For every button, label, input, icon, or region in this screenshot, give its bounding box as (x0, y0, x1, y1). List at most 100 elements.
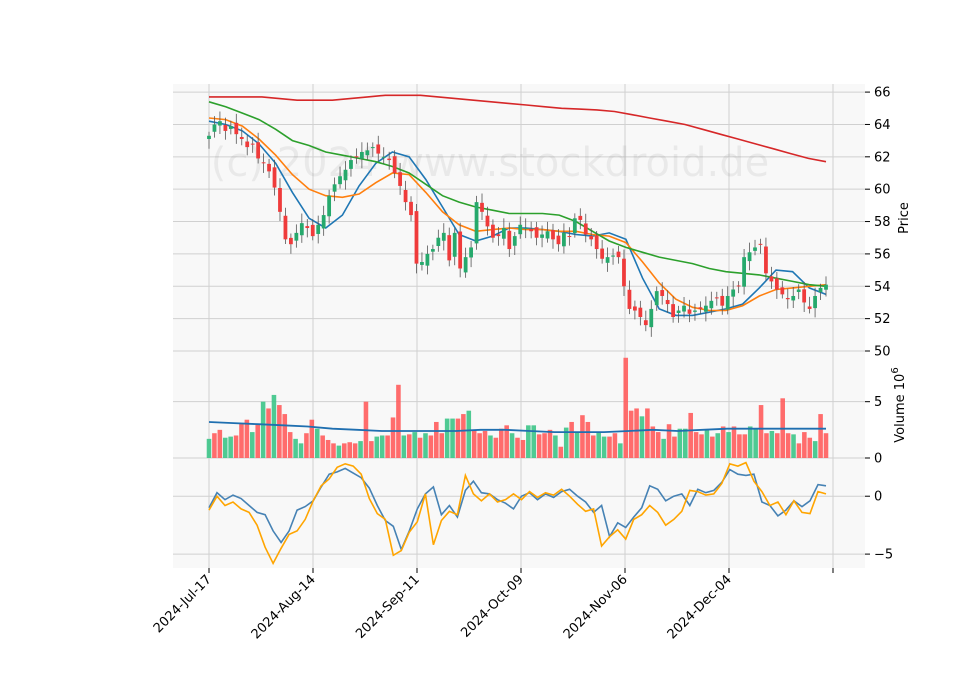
candle-body (676, 310, 681, 313)
volume-bar (715, 433, 721, 458)
candle-body (703, 305, 708, 312)
x-tick-label: 2024-Nov-06 (561, 572, 631, 642)
volume-bar (352, 443, 358, 458)
candle-body (545, 231, 550, 239)
volume-bar (607, 436, 612, 458)
volume-bar (747, 426, 753, 458)
volume-bar (807, 437, 813, 458)
volume-bar (390, 417, 396, 458)
volume-bar (401, 435, 407, 458)
volume-bar (255, 424, 260, 458)
volume-bar (823, 433, 829, 458)
candle-body (627, 289, 632, 309)
candle-body (349, 160, 353, 169)
candle-body (518, 224, 523, 235)
candle-body (327, 195, 332, 217)
volume-bar (818, 414, 823, 458)
volume-bar (553, 435, 558, 458)
volume-bar (693, 432, 699, 458)
volume-bar (423, 433, 428, 458)
volume-bar (601, 436, 607, 458)
volume-bar (498, 428, 504, 458)
volume-axis-label: Volume 106 (890, 367, 908, 442)
price-axis-label: Price (897, 202, 912, 234)
candle-body (376, 144, 381, 154)
volume-bar (325, 439, 331, 458)
volume-bar (342, 443, 347, 458)
volume-bar (720, 426, 726, 458)
volume-bar (737, 434, 742, 458)
volume-bar (212, 433, 217, 458)
volume-bar (466, 410, 472, 458)
candle-body (359, 151, 364, 159)
grid-lines (173, 84, 865, 568)
candle-body (321, 215, 326, 229)
volume-bar (358, 441, 363, 458)
candle-body (638, 307, 643, 318)
volume-bar (266, 408, 271, 458)
volume-bar (758, 405, 764, 458)
volume-bar (239, 423, 244, 458)
volume-bar (293, 438, 298, 458)
volume-bar (385, 435, 390, 458)
price-y-tick-label: 58 (874, 215, 891, 230)
volume-bar (563, 427, 569, 458)
volume-bar (699, 434, 704, 458)
candle-body (512, 236, 517, 246)
volume-bar (406, 434, 412, 458)
volume-bar (347, 442, 352, 458)
volume-bar (298, 443, 304, 458)
candle-body (469, 247, 473, 258)
volume-bar (580, 415, 585, 458)
candle-body (343, 169, 348, 181)
candle-body (354, 156, 359, 158)
volume-bar (639, 416, 645, 458)
volume-bar (461, 414, 466, 458)
volume-average-line (208, 421, 826, 434)
price-y-tick-label: 52 (874, 312, 891, 327)
candle-body (474, 202, 479, 244)
volume-bar (585, 421, 591, 458)
candle-body (578, 215, 583, 220)
candle-body (289, 237, 293, 245)
candle-body (534, 227, 539, 238)
volume-bar (369, 441, 374, 458)
moving-average-line (209, 94, 827, 163)
watermark: (c) 2024 www.stockdroid.de (211, 140, 769, 186)
volume-bar (304, 433, 309, 458)
volume-bar (206, 438, 212, 458)
candle-body (458, 231, 463, 269)
candle-body (589, 235, 594, 240)
candle-body (414, 211, 419, 264)
candle-body (747, 252, 752, 262)
volume-bar (666, 424, 672, 458)
candle-body (299, 223, 304, 236)
volume-bar (471, 429, 477, 458)
candle-body (753, 247, 757, 251)
volume-bar (634, 408, 639, 458)
volume-bar (661, 438, 666, 458)
volume-bar (374, 436, 380, 458)
volume-bar (726, 432, 731, 458)
candle-body (791, 295, 796, 301)
volume-bar (764, 433, 769, 458)
candle-body (567, 236, 572, 238)
volume-bar (645, 408, 650, 458)
candle-body (234, 122, 239, 135)
price-y-tick-label: 56 (874, 247, 891, 262)
candle-body (824, 284, 828, 290)
candle-body (736, 285, 741, 287)
candle-body (430, 249, 435, 252)
candle-body (256, 142, 261, 159)
candle-body (278, 188, 282, 212)
oscillator-panel-bg (173, 458, 865, 568)
candle-body (387, 158, 392, 161)
volume-bar (439, 433, 445, 458)
price-y-tick-label: 62 (874, 150, 891, 165)
volume-bar (320, 435, 325, 458)
volume-bar (520, 439, 526, 458)
volume-bar (515, 437, 520, 458)
x-tick-label: 2024-Oct-09 (458, 572, 526, 640)
candle-body (774, 278, 779, 290)
volume-bar (244, 419, 250, 458)
